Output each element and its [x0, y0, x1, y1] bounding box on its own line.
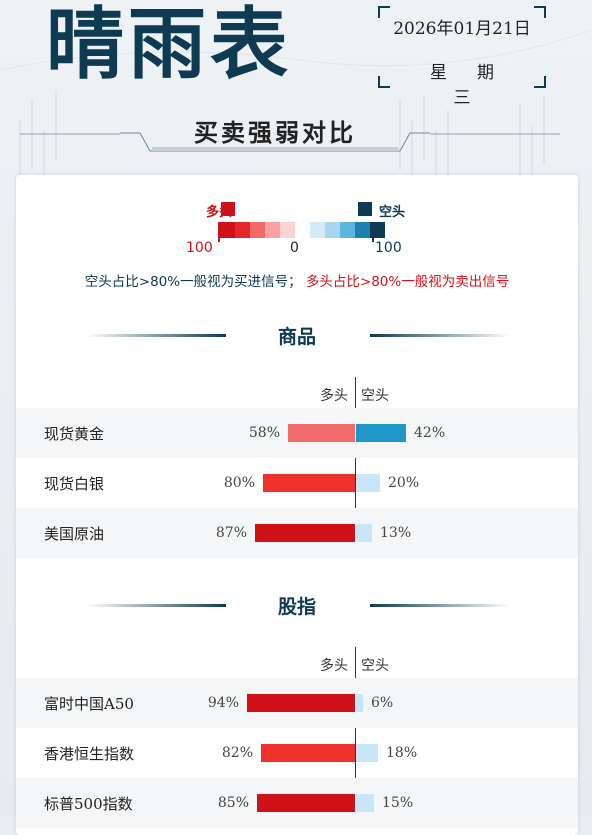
instrument-name: 现货黄金: [44, 425, 105, 443]
corner-bracket: [534, 76, 546, 88]
weekday-text: 星期三: [430, 63, 524, 108]
short-percent: 15%: [382, 795, 414, 811]
long-percent: 87%: [215, 525, 247, 541]
header: 晴雨表 2026年01月21日 星期三 买卖强弱对比: [0, 0, 592, 170]
scale-cell: [355, 222, 370, 238]
section-divider-left: [86, 334, 226, 337]
long-percent: 94%: [207, 695, 239, 711]
long-percent: 80%: [223, 475, 255, 491]
short-bar: [356, 694, 363, 712]
scale-cell: [325, 222, 340, 238]
scale-cell: [265, 222, 280, 238]
scale-left-tick: [218, 222, 220, 242]
instrument-name: 香港恒生指数: [44, 745, 135, 763]
table-row: 现货黄金 58% 42%: [16, 408, 578, 458]
table-row: 富时中国A50 94% 6%: [16, 678, 578, 728]
scale-cell: [295, 222, 310, 238]
instrument-name: 富时中国A50: [44, 695, 134, 713]
subtitle-banner: 买卖强弱对比: [120, 113, 430, 155]
short-bar: [356, 424, 406, 442]
scale-right-number: 100: [375, 240, 402, 256]
legend-short-swatch: [358, 202, 372, 216]
long-percent: 58%: [248, 425, 280, 441]
long-percent: 85%: [217, 795, 249, 811]
date-text: 2026年01月21日: [393, 19, 531, 39]
buy-signal-note: 空头占比>80%一般视为买进信号；: [84, 274, 302, 290]
short-bar: [356, 744, 378, 762]
section-divider-right: [370, 604, 510, 607]
long-bar: [247, 694, 355, 712]
short-percent: 13%: [380, 525, 412, 541]
scale-cell: [220, 222, 235, 238]
section-divider-left: [86, 604, 226, 607]
short-bar: [356, 794, 374, 812]
signal-note: 空头占比>80%一般视为买进信号； 多头占比>80%一般视为卖出信号: [16, 270, 578, 290]
content-card: 多头 空头 100 0 100 空头占比>80%一般视为买进信号； 多头占比>8…: [16, 175, 578, 835]
corner-bracket: [534, 6, 546, 18]
scale-cell: [280, 222, 295, 238]
instrument-name: 标普500指数: [44, 795, 133, 813]
instrument-name: 美国原油: [44, 525, 105, 543]
long-percent: 82%: [221, 745, 253, 761]
column-header-long: 多头: [320, 658, 348, 674]
date-box: 2026年01月21日 星期三: [378, 6, 546, 108]
column-header-short: 空头: [361, 658, 389, 674]
corner-bracket: [378, 6, 390, 18]
scale-right-tick: [372, 222, 374, 242]
legend-short-label: 空头: [379, 205, 406, 220]
section-title: 商品: [277, 326, 316, 348]
scale-cell: [250, 222, 265, 238]
corner-bracket: [378, 76, 390, 88]
instrument-name: 现货白银: [44, 475, 105, 493]
short-percent: 18%: [386, 745, 418, 761]
scale-mid-number: 0: [290, 240, 299, 256]
table-row: 标普500指数 85% 15%: [16, 778, 578, 828]
scale-cell: [235, 222, 250, 238]
subtitle: 买卖强弱对比: [194, 118, 356, 147]
long-bar: [288, 424, 355, 442]
page-title: 晴雨表: [46, 0, 293, 90]
scale-left-number: 100: [186, 240, 213, 256]
table-row: 香港恒生指数 82% 18%: [16, 728, 578, 778]
table-row: 美国原油 87% 13%: [16, 508, 578, 558]
short-bar: [356, 524, 372, 542]
color-scale: [220, 222, 385, 238]
column-header-long: 多头: [320, 388, 348, 404]
short-bar: [356, 474, 380, 492]
subtitle-banner-frame: [120, 132, 430, 152]
short-percent: 20%: [388, 475, 420, 491]
table-row: 现货白银 80% 20%: [16, 458, 578, 508]
legend-long-swatch: [221, 202, 235, 216]
sell-signal-note: 多头占比>80%一般视为卖出信号: [305, 274, 510, 290]
section-title: 股指: [277, 596, 316, 618]
long-bar: [261, 744, 355, 762]
center-axis: [355, 377, 356, 555]
section-divider-right: [370, 334, 510, 337]
scale-cell: [310, 222, 325, 238]
long-bar: [257, 794, 355, 812]
scale-cell: [340, 222, 355, 238]
short-percent: 6%: [371, 695, 394, 711]
long-bar: [255, 524, 355, 542]
short-percent: 42%: [414, 425, 446, 441]
subtitle-side-lines: [20, 133, 560, 135]
column-header-short: 空头: [361, 388, 389, 404]
long-bar: [263, 474, 355, 492]
